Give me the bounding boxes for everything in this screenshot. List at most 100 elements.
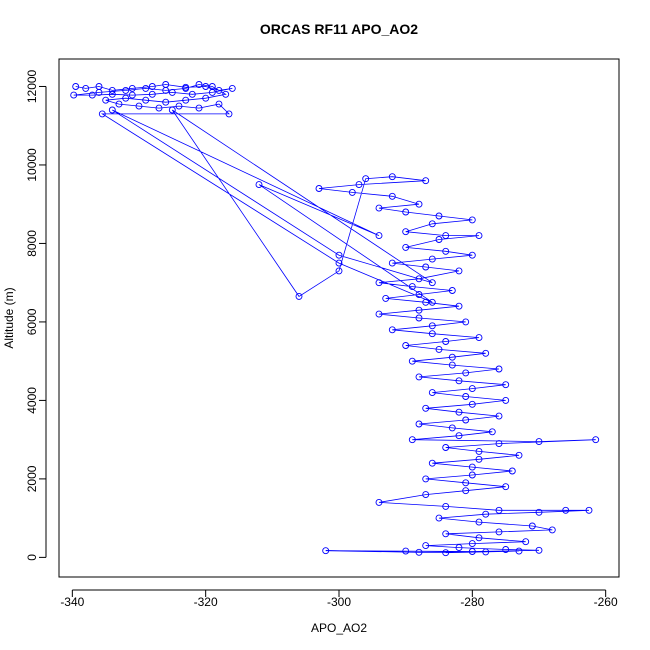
data-point — [495, 412, 503, 420]
data-point — [382, 294, 390, 302]
data-point — [225, 110, 233, 118]
x-tick-label: -320 — [194, 595, 218, 609]
series-layer — [70, 81, 600, 557]
data-point — [415, 291, 423, 298]
data-point — [462, 369, 470, 377]
data-point — [502, 483, 510, 491]
data-point — [375, 232, 383, 240]
data-point — [182, 84, 190, 92]
data-point — [455, 408, 463, 416]
data-point — [402, 228, 410, 236]
data-point — [468, 471, 476, 479]
data-point — [422, 177, 430, 185]
data-point — [495, 506, 503, 514]
data-point — [98, 110, 106, 118]
data-point — [535, 508, 543, 516]
data-point — [428, 220, 436, 228]
data-point — [402, 208, 410, 216]
data-point — [462, 487, 470, 495]
data-point — [442, 530, 450, 538]
data-point — [142, 96, 150, 104]
data-point — [468, 385, 476, 393]
data-point — [128, 84, 136, 92]
data-point — [375, 310, 383, 318]
data-point — [515, 547, 523, 555]
data-point — [428, 389, 436, 397]
data-point — [428, 255, 436, 263]
data-point — [375, 498, 383, 506]
data-point — [468, 216, 476, 224]
data-point — [142, 84, 150, 92]
data-point — [188, 90, 196, 98]
data-point — [455, 377, 463, 385]
data-point — [475, 334, 483, 342]
data-point — [108, 106, 116, 114]
data-point — [495, 440, 503, 448]
y-axis-title: Altitude (m) — [2, 287, 16, 348]
data-point — [415, 314, 423, 322]
data-point — [495, 365, 503, 373]
data-point — [402, 547, 410, 555]
data-point — [435, 212, 443, 220]
data-point — [462, 318, 470, 326]
data-point — [408, 283, 416, 291]
data-point — [528, 522, 536, 530]
data-point — [475, 518, 483, 526]
data-point — [222, 90, 230, 98]
data-point — [475, 455, 483, 463]
data-point — [448, 287, 456, 294]
data-point — [415, 275, 423, 283]
data-point — [468, 400, 476, 408]
data-point — [70, 91, 78, 99]
data-point — [475, 232, 483, 240]
data-point — [195, 81, 203, 88]
y-tick-label: 2000 — [25, 465, 39, 492]
data-point — [428, 459, 436, 467]
data-point — [482, 349, 490, 357]
data-point — [148, 90, 156, 98]
data-point — [482, 548, 490, 556]
y-tick-label: 4000 — [25, 387, 39, 414]
data-point — [468, 548, 476, 555]
data-point — [442, 502, 450, 510]
data-point — [508, 467, 516, 475]
data-point — [82, 84, 90, 92]
data-point — [455, 432, 463, 440]
y-tick-label: 10000 — [25, 148, 39, 182]
data-point — [202, 94, 210, 102]
data-point — [502, 381, 510, 389]
data-point — [135, 102, 143, 110]
data-point — [455, 302, 463, 310]
data-point — [322, 547, 330, 555]
chart-title: ORCAS RF11 APO_AO2 — [260, 21, 418, 37]
data-point — [102, 96, 110, 104]
data-point — [195, 104, 203, 112]
data-point — [442, 247, 450, 255]
data-point — [168, 88, 176, 96]
data-point — [442, 232, 450, 240]
data-point — [562, 506, 570, 514]
data-point — [202, 83, 210, 90]
data-point — [402, 243, 410, 251]
data-point — [448, 424, 456, 432]
data-point — [408, 436, 416, 444]
data-point — [435, 236, 443, 243]
data-point — [168, 106, 176, 114]
data-point — [462, 416, 470, 424]
x-tick-label: -280 — [460, 595, 484, 609]
data-point — [535, 546, 543, 554]
data-point — [355, 181, 363, 189]
data-point — [535, 438, 543, 446]
data-point — [148, 83, 156, 90]
data-point — [455, 544, 463, 552]
data-point — [428, 298, 436, 306]
data-point — [585, 506, 593, 514]
data-point — [228, 84, 236, 92]
data-point — [335, 251, 343, 259]
data-point — [415, 420, 423, 428]
data-point — [388, 259, 396, 267]
data-point — [335, 267, 343, 275]
data-point — [435, 345, 443, 353]
data-point — [128, 91, 136, 99]
y-tick-label: 0 — [25, 554, 39, 561]
